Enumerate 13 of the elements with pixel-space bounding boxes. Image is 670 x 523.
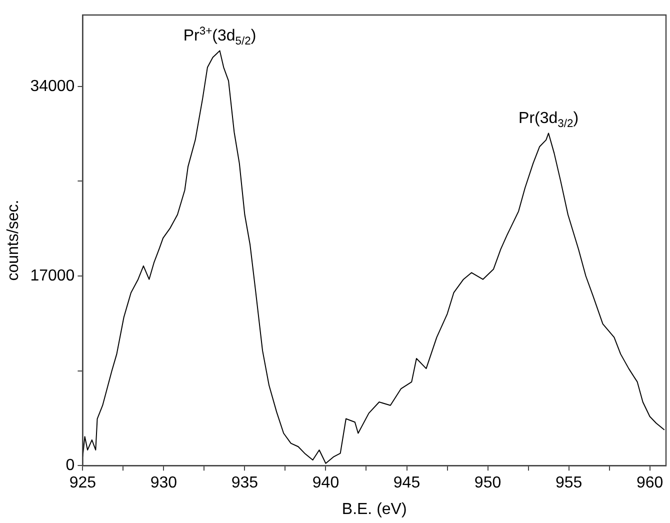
y-axis-title: counts/sec. — [5, 200, 22, 281]
x-tick-label: 930 — [150, 474, 178, 492]
y-tick-label: 17000 — [30, 267, 75, 284]
x-tick-label: 945 — [393, 474, 420, 492]
x-tick-label: 950 — [474, 474, 502, 492]
y-tick-label: 34000 — [30, 78, 75, 95]
x-tick-label: 960 — [636, 474, 664, 492]
y-tick-label: 0 — [66, 457, 75, 474]
x-tick-label: 940 — [312, 474, 340, 492]
x-tick-label: 935 — [231, 474, 258, 492]
x-tick-label: 955 — [555, 474, 582, 492]
x-tick-label: 925 — [69, 474, 96, 492]
x-axis-title: B.E. (eV) — [342, 500, 407, 518]
